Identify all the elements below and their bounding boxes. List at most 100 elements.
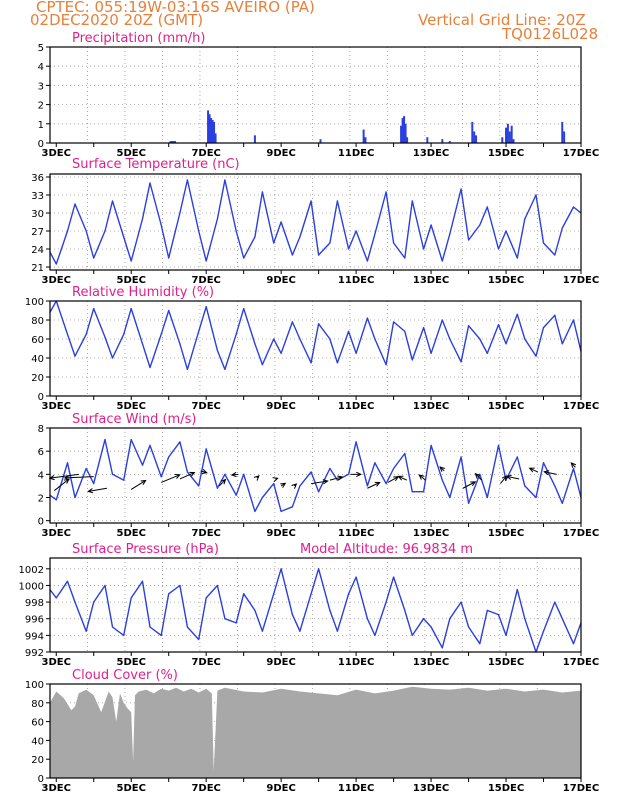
rh-point bbox=[205, 306, 207, 308]
wind-ytick-label: 2 bbox=[38, 494, 44, 505]
pressure-ytick-label: 1000 bbox=[19, 581, 44, 592]
wind-arrow-shaft bbox=[179, 472, 195, 480]
wind-xtick-label: 9DEC bbox=[266, 528, 295, 539]
pressure-point bbox=[235, 622, 237, 624]
precip-bar bbox=[512, 139, 515, 143]
rh-point bbox=[554, 314, 556, 316]
rh-point bbox=[299, 338, 301, 340]
wind-point bbox=[554, 485, 556, 487]
cloud-frame bbox=[49, 683, 582, 779]
wind-arrow bbox=[397, 475, 407, 481]
precip-bar bbox=[426, 137, 429, 143]
grid-note: Vertical Grid Line: 20Z bbox=[418, 11, 586, 29]
rh-xtick-label: 9DEC bbox=[266, 401, 295, 412]
pressure-panel: Surface Pressure (hPa) Model Altitude: 96… bbox=[19, 542, 600, 668]
pressure-point bbox=[366, 618, 368, 620]
rh-point bbox=[572, 319, 575, 321]
precip-bar bbox=[362, 129, 365, 143]
rh-point bbox=[168, 309, 170, 312]
cloud-xtick-label: 9DEC bbox=[266, 783, 295, 794]
precip-bar bbox=[475, 135, 478, 143]
precip-xtick-label: 3DEC bbox=[42, 148, 71, 159]
wind-point bbox=[467, 502, 470, 504]
cloud-cover-area bbox=[49, 686, 581, 778]
wind-arrow bbox=[218, 478, 227, 487]
temp-point bbox=[430, 224, 432, 226]
pressure-point bbox=[254, 609, 256, 612]
precip-ytick-label: 2 bbox=[38, 101, 44, 112]
temp-point bbox=[66, 230, 69, 232]
wind-arrow-head bbox=[280, 482, 287, 488]
wind-arrow-head bbox=[528, 467, 535, 473]
wind-arrow-head bbox=[230, 471, 237, 478]
wind-arrow-shaft bbox=[218, 479, 226, 487]
wind-arrow bbox=[500, 475, 508, 484]
wind-arrow bbox=[200, 469, 208, 475]
pressure-point bbox=[149, 626, 151, 628]
wind-point bbox=[479, 473, 481, 475]
wind-point bbox=[299, 485, 301, 487]
wind-arrow-shaft bbox=[54, 478, 70, 491]
wind-arrow-head bbox=[474, 472, 481, 479]
wind-arrow bbox=[230, 471, 239, 478]
wind-point bbox=[55, 499, 57, 501]
pressure-point bbox=[310, 593, 312, 595]
wind-point bbox=[179, 441, 181, 443]
temp-xtick-label: 9DEC bbox=[266, 275, 295, 286]
wind-arrow-head bbox=[322, 479, 329, 485]
rh-ytick-label: 100 bbox=[25, 297, 44, 308]
pressure-point bbox=[179, 584, 181, 587]
rh-point bbox=[243, 308, 245, 310]
cloud-xtick-label: 11DEC bbox=[338, 783, 374, 794]
precip-bar bbox=[174, 141, 177, 143]
pressure-point bbox=[85, 630, 87, 632]
temp-ytick-label: 21 bbox=[31, 263, 44, 274]
wind-point bbox=[93, 483, 95, 485]
rh-point bbox=[160, 333, 162, 335]
temp-xtick-label: 3DEC bbox=[42, 275, 71, 286]
temp-xtick-label: 11DEC bbox=[338, 275, 374, 286]
rh-point bbox=[235, 333, 237, 335]
temp-point bbox=[254, 236, 256, 238]
pressure-point bbox=[291, 613, 293, 616]
wind-point bbox=[336, 479, 338, 481]
rh-point bbox=[348, 330, 350, 332]
wind-point bbox=[422, 491, 425, 493]
rh-point bbox=[130, 308, 132, 310]
wind-xtick-label: 11DEC bbox=[338, 528, 374, 539]
wind-point bbox=[310, 471, 312, 473]
cloud-xtick-label: 15DEC bbox=[488, 783, 524, 794]
precip-bar bbox=[208, 114, 211, 143]
pressure-point bbox=[524, 618, 526, 620]
precip-bar bbox=[471, 121, 474, 143]
cloud-ytick-label: 0 bbox=[38, 774, 44, 785]
wind-arrow-head bbox=[87, 488, 94, 494]
rh-point bbox=[216, 349, 219, 351]
temp-point bbox=[524, 218, 526, 220]
wind-xtick-label: 13DEC bbox=[413, 528, 449, 539]
temp-point bbox=[310, 200, 312, 202]
precip-bar bbox=[400, 125, 403, 143]
temp-point bbox=[85, 230, 87, 232]
model-altitude-label: Model Altitude: 96.9834 m bbox=[300, 542, 473, 557]
wind-arrow-shaft bbox=[387, 476, 399, 483]
wind-arrow-shaft bbox=[367, 482, 380, 489]
rh-point bbox=[179, 343, 181, 345]
precip-ytick-label: 1 bbox=[38, 120, 44, 131]
rh-xtick-label: 11DEC bbox=[338, 401, 374, 412]
wind-point bbox=[198, 485, 200, 487]
wind-arrow bbox=[350, 471, 362, 477]
rh-point bbox=[74, 355, 76, 357]
temp-point bbox=[291, 254, 293, 256]
pressure-point bbox=[572, 643, 575, 645]
wind-xtick-label: 15DEC bbox=[488, 528, 524, 539]
rh-point bbox=[374, 338, 376, 340]
pressure-point bbox=[141, 580, 144, 582]
wind-point bbox=[74, 496, 76, 499]
station-header: CPTEC: 055:19W-03:16S AVEIRO (PA) bbox=[36, 0, 315, 16]
cloud-xtick-label: 17DEC bbox=[563, 783, 599, 794]
wind-arrow-head bbox=[397, 475, 404, 481]
wind-arrow-shaft bbox=[130, 480, 146, 490]
rh-point bbox=[411, 359, 413, 361]
wind-point bbox=[111, 473, 114, 475]
